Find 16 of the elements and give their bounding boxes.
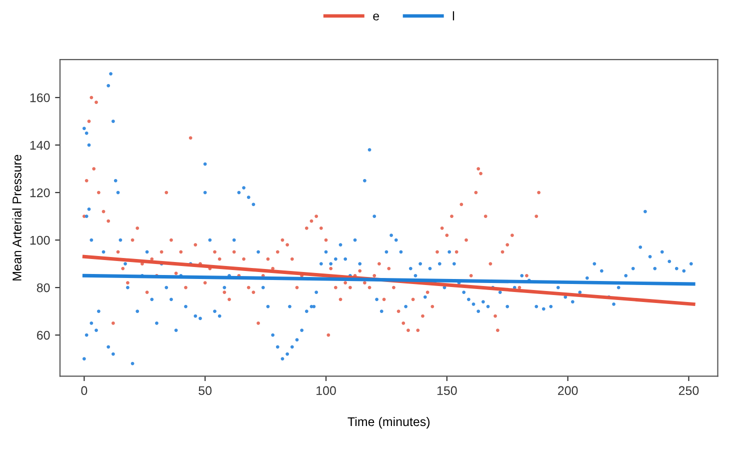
y-tick-label: 80: [36, 283, 50, 292]
y-axis-title: Mean Arterial Pressure: [12, 154, 22, 280]
x-tick-label: 100: [316, 386, 336, 396]
x-tick-label: 250: [678, 386, 699, 396]
y-tick-label: 120: [30, 188, 50, 198]
y-tick-label: 140: [30, 140, 50, 150]
y-tick-label: 100: [30, 236, 50, 245]
x-tick-label: 50: [198, 386, 212, 396]
x-axis-title: Time (minutes): [348, 416, 430, 429]
x-tick-label: 200: [558, 386, 578, 396]
legend-label: e: [373, 14, 380, 20]
y-tick-label: 160: [30, 93, 50, 102]
x-tick-label: 150: [437, 386, 457, 396]
x-tick-label: 0: [81, 386, 88, 396]
y-tick-label: 60: [37, 330, 50, 340]
legend-label: l: [452, 11, 454, 20]
